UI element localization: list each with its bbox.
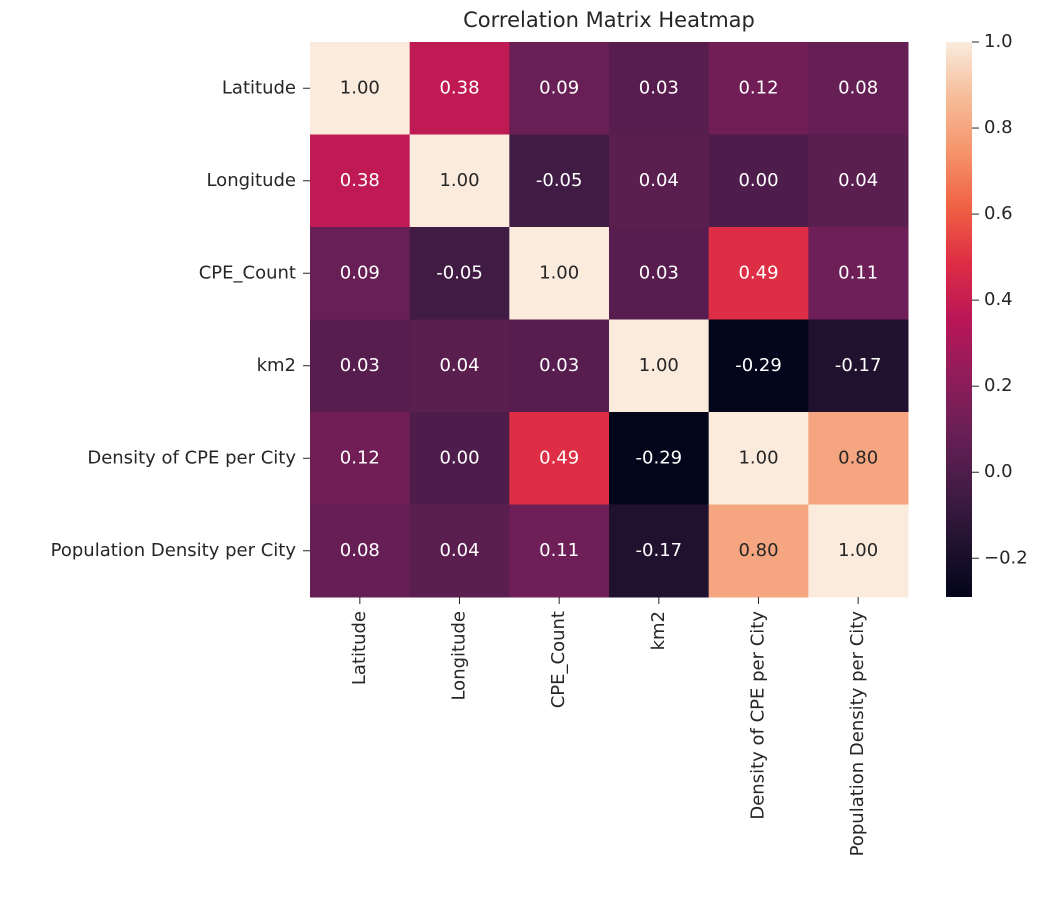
- chart-title: Correlation Matrix Heatmap: [463, 8, 755, 32]
- heatmap-cell: [409, 319, 510, 413]
- heatmap-cell: [509, 412, 610, 505]
- x-tick-label: Latitude: [349, 611, 370, 685]
- cell-label: 0.00: [439, 447, 479, 468]
- heatmap-cell: [509, 227, 610, 320]
- colorbar-tick-label: 0.4: [984, 289, 1013, 310]
- heatmap-cell: [509, 42, 610, 135]
- cell-label: 0.49: [738, 262, 778, 283]
- cell-label: 0.09: [340, 262, 380, 283]
- heatmap-cell: [708, 319, 809, 413]
- cell-label: 0.03: [539, 355, 579, 376]
- heatmap-cell: [708, 227, 809, 320]
- y-tick-label: Longitude: [206, 170, 296, 191]
- cell-label: 0.09: [539, 77, 579, 98]
- cell-label: 0.12: [738, 77, 778, 98]
- colorbar-tick-label: 0.2: [984, 375, 1013, 396]
- heatmap-cell: [609, 412, 710, 505]
- heatmap-cell: [310, 412, 411, 505]
- x-tick-label: Longitude: [449, 611, 470, 701]
- heatmap-cell: [310, 42, 411, 135]
- cell-label: 0.11: [838, 262, 878, 283]
- cell-label: 1.00: [838, 540, 878, 561]
- cell-label: -0.17: [835, 355, 882, 376]
- cell-label: 0.49: [539, 447, 579, 468]
- cell-label: -0.17: [636, 540, 683, 561]
- heatmap-cell: [609, 504, 710, 598]
- heatmap-cell: [409, 227, 510, 320]
- cell-label: 1.00: [439, 170, 479, 191]
- cell-label: 1.00: [340, 77, 380, 98]
- colorbar-tick-label: −0.2: [984, 547, 1028, 568]
- heatmap-cell: [609, 319, 710, 413]
- heatmap-cell: [808, 227, 909, 320]
- cell-label: 1.00: [539, 262, 579, 283]
- cell-label: 0.03: [639, 77, 679, 98]
- cell-label: 0.80: [838, 447, 878, 468]
- heatmap-cell: [310, 227, 411, 320]
- colorbar: [946, 42, 972, 597]
- cell-label: -0.29: [636, 447, 683, 468]
- heatmap-cell: [509, 134, 610, 228]
- colorbar-tick-label: 0.8: [984, 117, 1013, 138]
- colorbar-tick-label: 0.6: [984, 203, 1013, 224]
- heatmap-cell: [409, 412, 510, 505]
- cell-label: 0.03: [340, 355, 380, 376]
- heatmap-cell: [708, 134, 809, 228]
- heatmap-cell: [808, 412, 909, 505]
- heatmap-cell: [609, 42, 710, 135]
- x-tick-label: Population Density per City: [847, 611, 868, 857]
- heatmap-cell: [708, 412, 809, 505]
- cell-label: 0.04: [439, 355, 479, 376]
- y-tick-label: CPE_Count: [199, 262, 296, 283]
- heatmap-cell: [409, 134, 510, 228]
- cell-label: -0.29: [735, 355, 782, 376]
- heatmap-cell: [808, 134, 909, 228]
- cell-label: 0.80: [738, 540, 778, 561]
- heatmap-cell: [808, 42, 909, 135]
- cell-label: -0.05: [536, 170, 583, 191]
- cell-label: 0.08: [838, 77, 878, 98]
- cell-label: 0.00: [738, 170, 778, 191]
- cell-label: 0.03: [639, 262, 679, 283]
- cell-label: 1.00: [639, 355, 679, 376]
- y-tick-label: Density of CPE per City: [87, 447, 296, 468]
- y-tick-label: Population Density per City: [51, 540, 297, 561]
- heatmap-cell: [409, 504, 510, 598]
- heatmap-cell: [310, 504, 411, 598]
- heatmap-cell: [609, 134, 710, 228]
- cell-label: 1.00: [738, 447, 778, 468]
- heatmap-cell: [808, 504, 909, 598]
- heatmap-cell: [708, 42, 809, 135]
- heatmap-cell: [808, 319, 909, 413]
- cell-label: 0.08: [340, 540, 380, 561]
- cell-label: 0.38: [340, 170, 380, 191]
- x-tick-label: Density of CPE per City: [748, 611, 769, 820]
- colorbar-tick-label: 1.0: [984, 31, 1013, 52]
- x-tick-label: CPE_Count: [548, 611, 569, 708]
- heatmap-cell: [609, 227, 710, 320]
- heatmap-cell: [509, 504, 610, 598]
- heatmap-cell: [310, 134, 411, 228]
- cell-label: 0.04: [639, 170, 679, 191]
- y-tick-label: km2: [257, 355, 296, 376]
- heatmap-cell: [409, 42, 510, 135]
- cell-label: 0.11: [539, 540, 579, 561]
- heatmap-cell: [509, 319, 610, 413]
- heatmap-cell: [708, 504, 809, 598]
- y-tick-label: Latitude: [222, 77, 296, 98]
- cell-label: 0.12: [340, 447, 380, 468]
- cell-label: 0.04: [439, 540, 479, 561]
- cell-label: 0.38: [439, 77, 479, 98]
- x-tick-label: km2: [648, 611, 669, 650]
- cell-label: 0.04: [838, 170, 878, 191]
- heatmap-cell: [310, 319, 411, 413]
- colorbar-tick-label: 0.0: [984, 461, 1013, 482]
- cell-label: -0.05: [436, 262, 483, 283]
